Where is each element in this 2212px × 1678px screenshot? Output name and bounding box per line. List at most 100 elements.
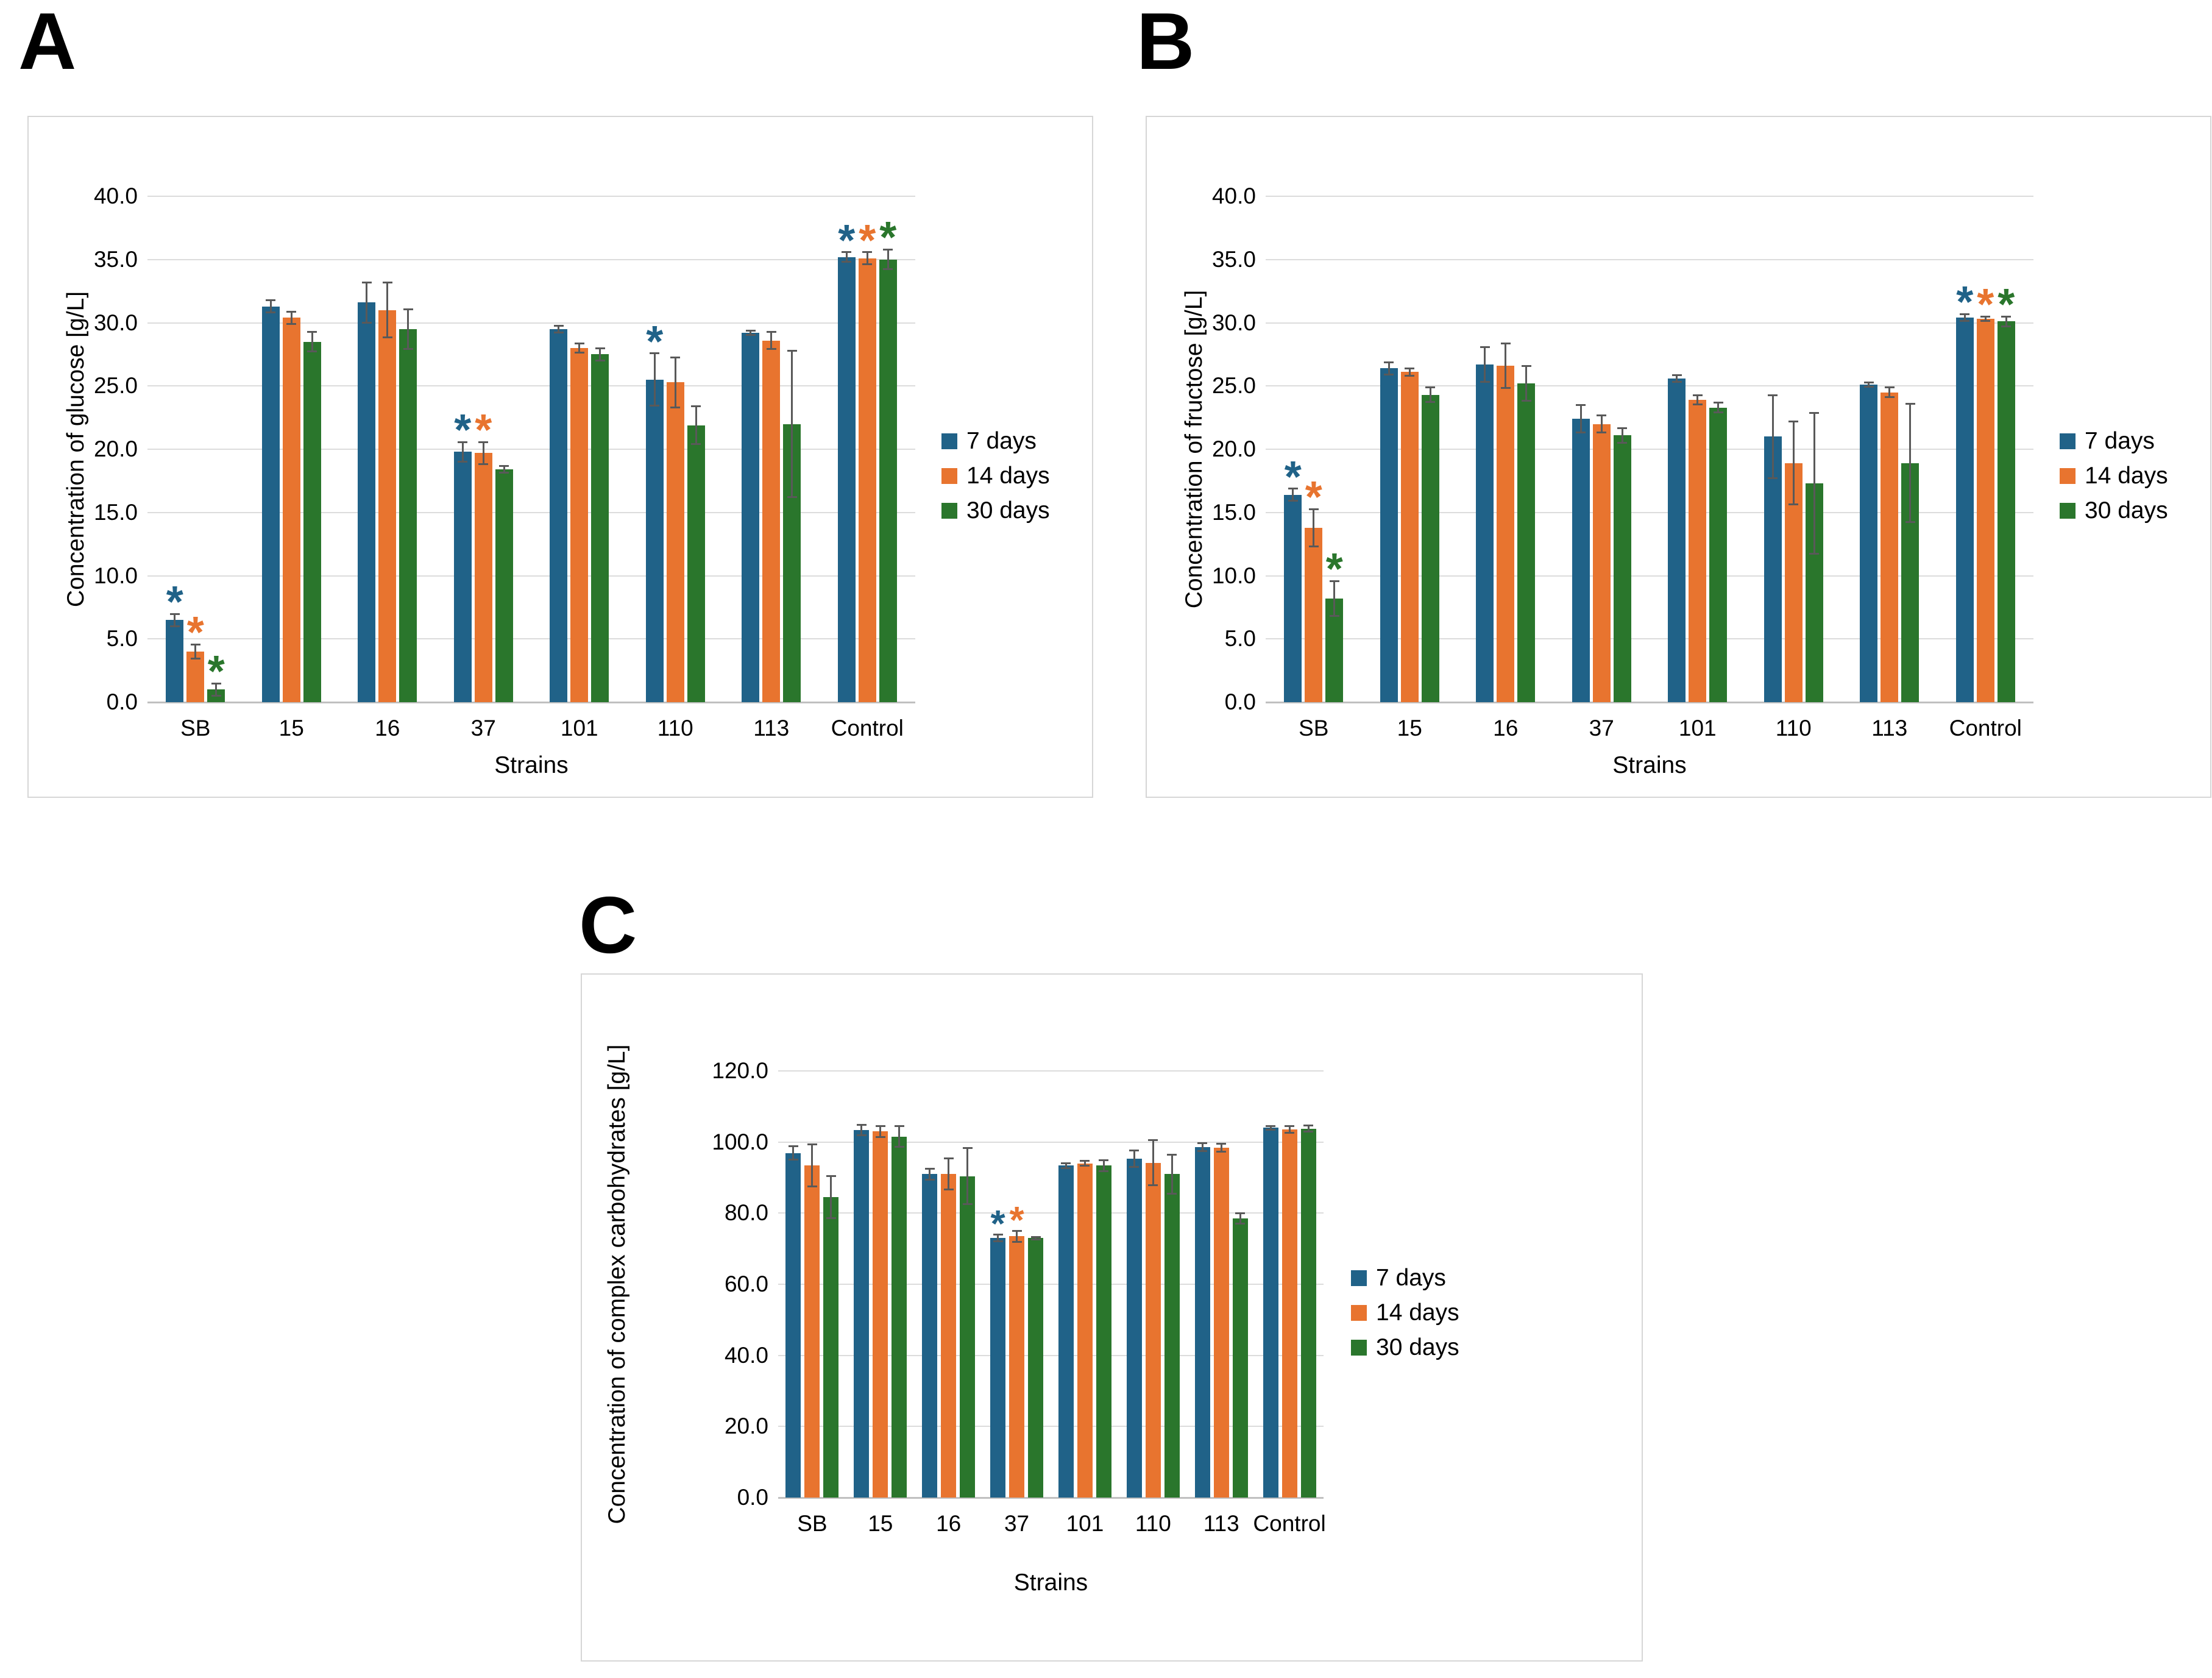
- error-bar: [1102, 1159, 1105, 1171]
- y-tick-label: 0.0: [1224, 689, 1256, 714]
- bar-14days-101: [1689, 400, 1707, 702]
- error-bar-cap-top: [1129, 1149, 1140, 1151]
- error-bar: [929, 1168, 931, 1180]
- error-bar-cap-bottom: [1384, 373, 1394, 375]
- legend-swatch: [1351, 1305, 1367, 1321]
- error-bar-cap-top: [1216, 1143, 1227, 1145]
- x-axis-title: Strains: [494, 752, 569, 778]
- error-bar: [750, 330, 752, 336]
- y-tick-label: 40.0: [93, 183, 138, 208]
- y-tick-label: 30.0: [93, 310, 138, 335]
- error-bar-cap-bottom: [807, 1186, 817, 1188]
- error-bar-cap-bottom: [862, 263, 873, 266]
- error-bar: [482, 441, 484, 464]
- error-bar: [845, 252, 848, 262]
- error-bar-cap-top: [826, 1175, 836, 1178]
- error-bar-cap-top: [1285, 1125, 1295, 1127]
- significance-asterisk: *: [1977, 280, 1994, 330]
- legend-label: 30 days: [966, 497, 1050, 524]
- error-bar-cap-bottom: [943, 1189, 954, 1191]
- y-tick-label: 25.0: [1211, 373, 1256, 399]
- error-bar: [1313, 508, 1315, 547]
- y-tick-label: 60.0: [724, 1271, 768, 1296]
- error-bar-cap-bottom: [894, 1146, 904, 1148]
- significance-asterisk: *: [186, 608, 204, 657]
- bar-30days-37: [1613, 435, 1631, 702]
- legend-swatch: [2060, 433, 2076, 449]
- error-bar-cap-top: [943, 1157, 954, 1159]
- error-bar: [174, 613, 176, 627]
- legend-item: 30 days: [1351, 1333, 1459, 1362]
- error-bar-cap-bottom: [1480, 381, 1490, 383]
- error-bar-cap-top: [1197, 1142, 1208, 1145]
- error-bar-cap-bottom: [1216, 1151, 1227, 1153]
- y-tick-label: 5.0: [106, 626, 138, 652]
- error-bar-cap-top: [1692, 394, 1703, 396]
- category-label: Control: [1949, 716, 2022, 741]
- gridline: [147, 638, 915, 640]
- error-bar-cap-bottom: [211, 694, 221, 697]
- error-bar-cap-bottom: [1809, 553, 1820, 555]
- y-tick-label: 35.0: [1211, 246, 1256, 272]
- error-bar: [1429, 387, 1431, 403]
- error-bar: [866, 252, 868, 265]
- gridline: [147, 511, 915, 513]
- error-bar: [1016, 1230, 1018, 1242]
- y-tick-label: 40.0: [724, 1342, 768, 1368]
- bar-7days-37: [453, 452, 472, 702]
- error-bar-cap-bottom: [1671, 381, 1682, 383]
- error-bar-cap-bottom: [2001, 325, 2012, 327]
- error-bar: [2005, 316, 2007, 327]
- gridline: [778, 1070, 1324, 1072]
- bar-7days-SB: [166, 620, 184, 702]
- error-bar-cap-bottom: [1905, 521, 1915, 524]
- gridline: [1266, 511, 2033, 513]
- error-bar-cap-bottom: [1329, 614, 1339, 617]
- gridline: [147, 575, 915, 577]
- error-bar-cap-bottom: [1617, 441, 1628, 444]
- error-bar: [1388, 361, 1390, 375]
- error-bar-cap-bottom: [1863, 386, 1874, 388]
- gridline: [778, 1284, 1324, 1285]
- error-bar-cap-top: [1384, 361, 1394, 363]
- legend-swatch: [941, 468, 957, 484]
- error-bar-cap-bottom: [787, 496, 797, 498]
- error-bar-cap-bottom: [1308, 545, 1319, 547]
- error-bar-cap-top: [1235, 1212, 1246, 1214]
- y-tick-label: 0.0: [737, 1485, 768, 1510]
- significance-asterisk: *: [990, 1203, 1005, 1246]
- error-bar-cap-bottom: [856, 1134, 867, 1136]
- error-bar: [1984, 316, 1987, 322]
- significance-asterisk: *: [1325, 545, 1343, 594]
- error-bar: [290, 311, 292, 324]
- error-bar: [386, 282, 389, 338]
- error-bar: [1600, 414, 1603, 433]
- x-axis-baseline: [147, 701, 915, 703]
- error-bar-cap-top: [574, 342, 584, 344]
- bar-14days-15: [1400, 372, 1419, 702]
- error-bar-cap-bottom: [1405, 374, 1415, 377]
- error-bar-cap-bottom: [1425, 401, 1436, 404]
- error-bar-cap-top: [883, 249, 893, 251]
- y-tick-label: 120.0: [712, 1058, 768, 1083]
- gridline: [778, 1212, 1324, 1214]
- error-bar: [770, 332, 773, 350]
- bar-30days-113: [1232, 1218, 1248, 1498]
- significance-asterisk: *: [1305, 472, 1322, 522]
- y-tick-label: 20.0: [93, 436, 138, 461]
- bar-14days-SB: [1305, 527, 1323, 702]
- error-bar: [811, 1144, 814, 1187]
- error-bar-cap-bottom: [1980, 320, 1991, 322]
- bar-14days-113: [762, 340, 781, 702]
- category-label: 113: [1871, 716, 1908, 741]
- error-bar-cap-bottom: [266, 311, 276, 313]
- error-bar-cap-bottom: [883, 268, 893, 271]
- x-axis-baseline: [778, 1496, 1324, 1499]
- error-bar-cap-bottom: [1576, 432, 1586, 434]
- error-bar-cap-top: [1030, 1235, 1041, 1238]
- category-label: 16: [375, 716, 400, 741]
- error-bar-cap-bottom: [962, 1203, 973, 1206]
- gridline: [147, 385, 915, 387]
- significance-asterisk: *: [838, 216, 856, 265]
- error-bar-cap-top: [1617, 427, 1628, 429]
